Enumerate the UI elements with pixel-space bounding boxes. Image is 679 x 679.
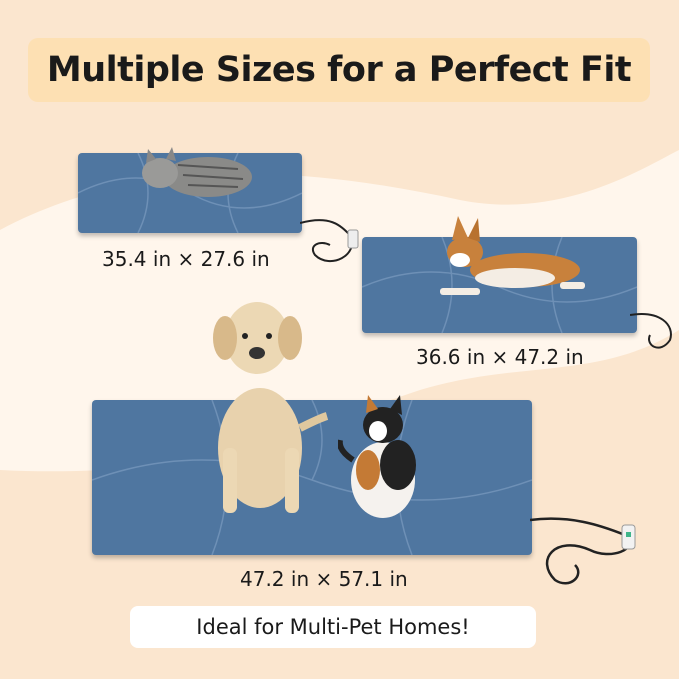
page-title: Multiple Sizes for a Perfect Fit [46, 50, 632, 90]
labrador-image [213, 302, 329, 513]
corgi-image [440, 216, 585, 295]
controller-cord-large [530, 517, 636, 585]
controller-cord-medium [630, 313, 672, 349]
calico-cat-image [338, 395, 416, 518]
tagline: Ideal for Multi-Pet Homes! [196, 615, 470, 639]
title-banner: Multiple Sizes for a Perfect Fit [28, 38, 650, 102]
size-label-large: 47.2 in × 57.1 in [240, 567, 408, 591]
cat-image-small [142, 147, 252, 197]
tagline-banner: Ideal for Multi-Pet Homes! [130, 606, 536, 648]
size-label-small: 35.4 in × 27.6 in [102, 247, 270, 271]
size-label-medium: 36.6 in × 47.2 in [416, 345, 584, 369]
controller-cord-small [300, 219, 359, 262]
